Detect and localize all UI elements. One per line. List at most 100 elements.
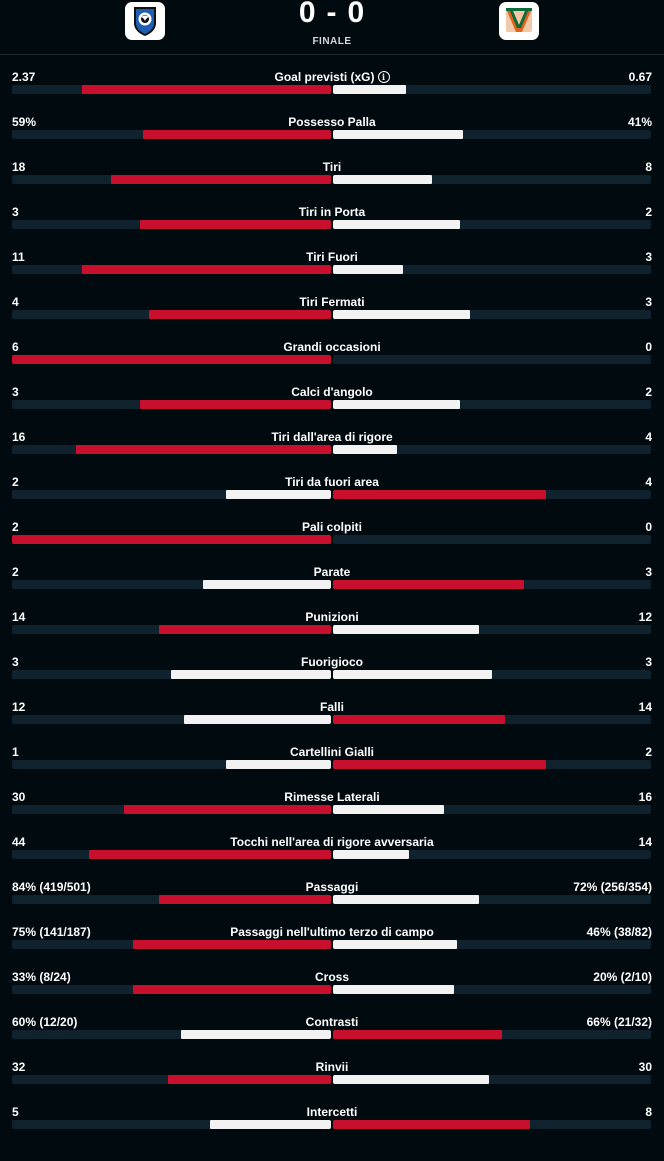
stat-row-tocchi-nell-area-di-rigore-avversaria: 44 Tocchi nell'area di rigore avversaria 1… <box>0 834 664 879</box>
stat-away-value: 14 <box>638 835 652 849</box>
stat-home-value: 3 <box>12 205 19 219</box>
stat-row-rinvii: 32 Rinvii 30 <box>0 1059 664 1104</box>
stat-home-bar-track <box>12 895 331 904</box>
stat-label: Tiri <box>132 159 532 175</box>
stat-row-cross: 33% (8/24) Cross 20% (2/10) <box>0 969 664 1014</box>
stat-label-text: Tiri in Porta <box>298 205 366 219</box>
stat-away-bar <box>333 265 403 274</box>
stat-away-value: 66% (21/32) <box>586 1015 652 1029</box>
stat-away-bar-track <box>333 985 651 994</box>
info-icon[interactable]: i <box>377 71 390 83</box>
stat-home-value: 16 <box>12 430 26 444</box>
stat-away-value: 3 <box>645 295 652 309</box>
stat-home-value: 75% (141/187) <box>12 925 91 939</box>
stat-home-bar-track <box>12 940 331 949</box>
stat-away-bar <box>333 220 460 229</box>
stat-away-value: 14 <box>638 700 652 714</box>
stat-label: Tiri Fuori <box>132 249 532 265</box>
stat-home-value: 3 <box>12 385 19 399</box>
stat-row-passaggi-nell-ultimo-terzo-di-campo: 75% (141/187) Passaggi nell'ultimo terzo … <box>0 924 664 969</box>
stat-home-value: 30 <box>12 790 26 804</box>
stat-away-bar <box>333 580 524 589</box>
stat-away-bar <box>333 310 470 319</box>
stat-away-value: 0 <box>645 520 652 534</box>
stat-home-value: 1 <box>12 745 19 759</box>
stat-home-bar <box>210 1120 331 1129</box>
stat-home-bar <box>82 85 331 94</box>
stat-away-bar <box>333 490 546 499</box>
stat-home-bar <box>171 670 331 679</box>
stat-home-bar-track <box>12 805 331 814</box>
stat-home-bar <box>89 850 331 859</box>
match-header: 0-0 FINALE <box>0 0 664 55</box>
stat-away-value: 16 <box>638 790 652 804</box>
stat-row-punizioni: 14 Punizioni 12 <box>0 609 664 654</box>
stat-away-bar-track <box>333 760 651 769</box>
stat-label-text: Pali colpiti <box>301 520 362 534</box>
stat-away-bar-track <box>333 940 651 949</box>
stat-home-bar-track <box>12 535 331 544</box>
stat-away-value: 0.67 <box>628 70 652 84</box>
stat-home-value: 84% (419/501) <box>12 880 91 894</box>
stat-label: Passaggi nell'ultimo terzo di campo <box>132 924 532 940</box>
home-team-logo[interactable] <box>125 2 165 40</box>
stat-away-value: 3 <box>645 250 652 264</box>
score: 0-0 <box>0 0 664 30</box>
stat-label-text: Tiri dall'area di rigore <box>271 430 393 444</box>
stat-home-value: 32 <box>12 1060 26 1074</box>
stat-away-bar <box>333 625 479 634</box>
stat-away-bar <box>333 850 409 859</box>
stat-away-value: 46% (38/82) <box>586 925 652 939</box>
stat-home-bar-track <box>12 1030 331 1039</box>
stat-home-bar <box>82 265 331 274</box>
stat-home-bar <box>226 490 331 499</box>
stat-away-bar <box>333 1030 502 1039</box>
stat-away-value: 41% <box>627 115 652 129</box>
stat-home-bar <box>76 445 331 454</box>
stat-label-text: Goal previsti (xG) <box>274 70 375 84</box>
stat-label-text: Cartellini Gialli <box>289 745 375 759</box>
stat-home-value: 59% <box>12 115 37 129</box>
stat-label-text: Cross <box>314 970 349 984</box>
stat-home-value: 44 <box>12 835 26 849</box>
stat-home-bar <box>111 175 331 184</box>
away-score: 0 <box>347 0 366 29</box>
stat-row-falli: 12 Falli 14 <box>0 699 664 744</box>
stat-home-bar-track <box>12 1120 331 1129</box>
stat-away-bar <box>333 805 444 814</box>
stat-home-value: 12 <box>12 700 26 714</box>
stat-away-value: 8 <box>645 1105 652 1119</box>
stat-away-value: 2 <box>645 385 652 399</box>
stat-home-bar <box>124 805 331 814</box>
stat-away-value: 12 <box>638 610 652 624</box>
stat-away-value: 4 <box>645 475 652 489</box>
stat-label-text: Tiri Fermati <box>299 295 365 309</box>
stat-home-bar-track <box>12 220 331 229</box>
stat-label: Rimesse Laterali <box>132 789 532 805</box>
stat-label: Rinvii <box>132 1059 532 1075</box>
stat-away-bar-track <box>333 1120 651 1129</box>
stat-home-bar <box>226 760 331 769</box>
stat-home-bar-track <box>12 85 331 94</box>
stat-away-bar <box>333 445 397 454</box>
stat-home-bar <box>159 625 331 634</box>
away-team-logo[interactable] <box>499 2 539 40</box>
stat-label-text: Contrasti <box>305 1015 359 1029</box>
stat-home-bar-track <box>12 130 331 139</box>
stat-home-bar <box>133 985 331 994</box>
stat-label: Intercetti <box>132 1104 532 1120</box>
stat-label-text: Tiri Fuori <box>306 250 358 264</box>
stat-label-text: Tocchi nell'area di rigore avversaria <box>230 835 434 849</box>
stat-row-tiri-in-porta: 3 Tiri in Porta 2 <box>0 204 664 249</box>
stat-row-contrasti: 60% (12/20) Contrasti 66% (21/32) <box>0 1014 664 1059</box>
stat-label-text: Parate <box>313 565 351 579</box>
stat-away-value: 3 <box>645 565 652 579</box>
stat-label-text: Falli <box>319 700 344 714</box>
stat-label-text: Passaggi <box>305 880 359 894</box>
stat-home-bar <box>184 715 331 724</box>
stat-home-value: 18 <box>12 160 26 174</box>
stat-away-bar <box>333 1120 530 1129</box>
stat-away-bar-track <box>333 670 651 679</box>
stat-row-tiri-da-fuori-area: 2 Tiri da fuori area 4 <box>0 474 664 519</box>
